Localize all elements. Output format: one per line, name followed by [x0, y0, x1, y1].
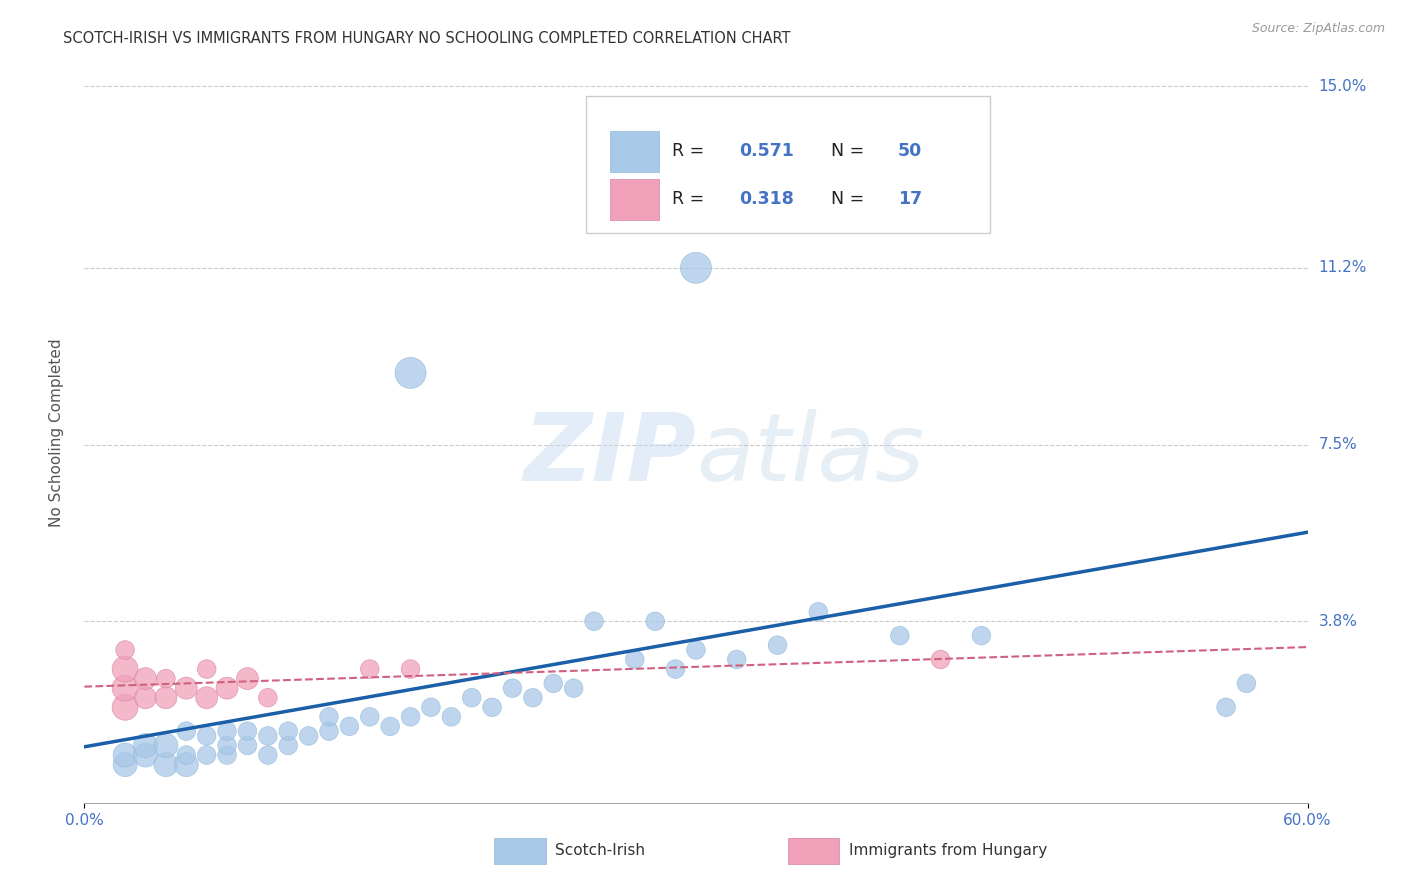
Point	[685, 643, 707, 657]
Point	[155, 690, 177, 705]
Point	[1236, 676, 1258, 690]
Point	[380, 719, 402, 733]
Text: 0.318: 0.318	[738, 190, 793, 209]
Text: 11.2%: 11.2%	[1319, 260, 1367, 276]
Point	[217, 747, 239, 762]
Point	[155, 739, 177, 753]
Point	[339, 719, 361, 733]
Point	[359, 710, 381, 724]
FancyBboxPatch shape	[494, 838, 546, 864]
Point	[583, 615, 606, 629]
Point	[399, 662, 422, 676]
FancyBboxPatch shape	[787, 838, 839, 864]
Point	[114, 747, 136, 762]
Point	[420, 700, 443, 714]
Text: atlas: atlas	[696, 409, 924, 500]
Text: N =: N =	[831, 143, 869, 161]
Point	[236, 739, 259, 753]
Point	[624, 112, 647, 127]
Point	[114, 700, 136, 714]
Point	[135, 672, 157, 686]
Point	[522, 690, 544, 705]
Point	[195, 747, 218, 762]
Text: R =: R =	[672, 143, 709, 161]
Point	[359, 662, 381, 676]
Point	[970, 629, 993, 643]
Point	[257, 747, 280, 762]
Point	[155, 757, 177, 772]
Point	[236, 672, 259, 686]
Point	[135, 690, 157, 705]
Point	[644, 615, 666, 629]
Point	[114, 681, 136, 695]
Point	[1215, 700, 1237, 714]
FancyBboxPatch shape	[586, 95, 990, 233]
FancyBboxPatch shape	[610, 179, 659, 219]
Text: 17: 17	[898, 190, 922, 209]
Text: ZIP: ZIP	[523, 409, 696, 500]
Point	[543, 676, 565, 690]
Point	[929, 652, 952, 666]
Point	[135, 739, 157, 753]
Point	[298, 729, 321, 743]
Point	[114, 662, 136, 676]
Point	[217, 739, 239, 753]
Point	[807, 605, 830, 619]
Text: Immigrants from Hungary: Immigrants from Hungary	[849, 844, 1047, 858]
Point	[135, 747, 157, 762]
Point	[174, 747, 197, 762]
Point	[624, 652, 647, 666]
Point	[277, 739, 299, 753]
Text: 7.5%: 7.5%	[1319, 437, 1357, 452]
Point	[502, 681, 524, 695]
Point	[174, 724, 197, 739]
Point	[889, 629, 911, 643]
Point	[665, 662, 688, 676]
Point	[174, 757, 197, 772]
Text: Scotch-Irish: Scotch-Irish	[555, 844, 645, 858]
Text: 3.8%: 3.8%	[1319, 614, 1358, 629]
Point	[318, 724, 340, 739]
Point	[318, 710, 340, 724]
Point	[217, 681, 239, 695]
Point	[195, 662, 218, 676]
Text: SCOTCH-IRISH VS IMMIGRANTS FROM HUNGARY NO SCHOOLING COMPLETED CORRELATION CHART: SCOTCH-IRISH VS IMMIGRANTS FROM HUNGARY …	[63, 31, 790, 46]
Y-axis label: No Schooling Completed: No Schooling Completed	[49, 338, 63, 527]
Point	[725, 652, 748, 666]
Point	[481, 700, 503, 714]
Text: Source: ZipAtlas.com: Source: ZipAtlas.com	[1251, 22, 1385, 36]
Point	[174, 681, 197, 695]
Point	[257, 690, 280, 705]
Point	[461, 690, 484, 705]
Point	[766, 638, 789, 652]
Point	[277, 724, 299, 739]
Point	[114, 757, 136, 772]
Point	[685, 260, 707, 275]
Point	[195, 690, 218, 705]
Point	[399, 366, 422, 380]
Text: 0.571: 0.571	[738, 143, 793, 161]
Point	[562, 681, 585, 695]
Point	[195, 729, 218, 743]
Point	[155, 672, 177, 686]
Text: N =: N =	[831, 190, 869, 209]
Point	[399, 710, 422, 724]
Point	[114, 643, 136, 657]
Text: 50: 50	[898, 143, 922, 161]
Text: 15.0%: 15.0%	[1319, 78, 1367, 94]
Point	[217, 724, 239, 739]
Point	[440, 710, 463, 724]
Text: R =: R =	[672, 190, 709, 209]
Point	[257, 729, 280, 743]
FancyBboxPatch shape	[610, 131, 659, 171]
Point	[236, 724, 259, 739]
